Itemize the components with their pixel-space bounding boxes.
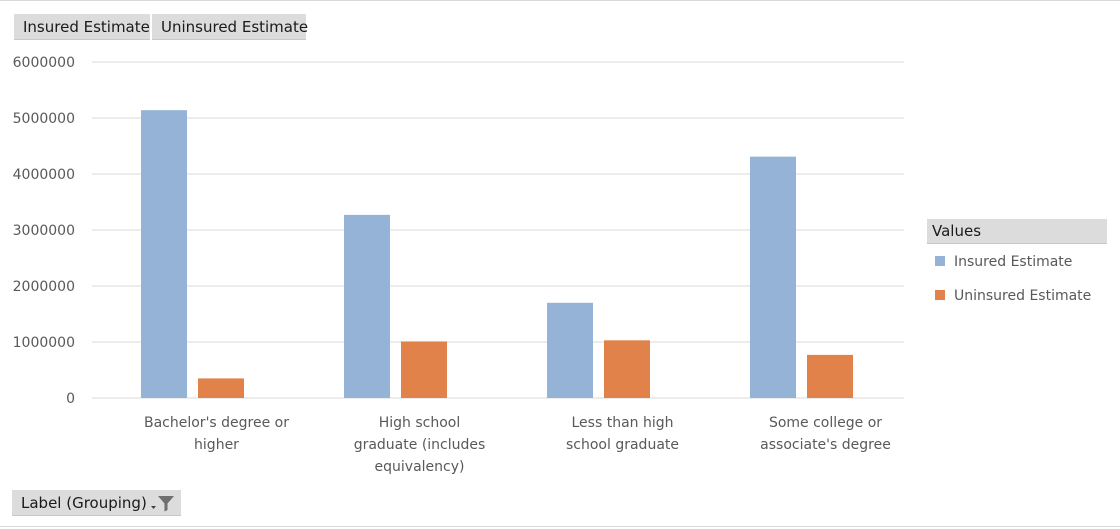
legend: Values Insured Estimate Uninsured Estima… bbox=[927, 219, 1107, 319]
dropdown-arrow-icon bbox=[151, 506, 156, 509]
bar-uninsured[interactable] bbox=[198, 378, 244, 398]
chart-frame-top bbox=[0, 0, 1120, 1]
bar-insured[interactable] bbox=[750, 156, 796, 398]
legend-swatch-insured bbox=[935, 256, 945, 266]
filter-dropdown[interactable] bbox=[148, 493, 176, 513]
legend-item-insured: Insured Estimate bbox=[935, 252, 1072, 272]
field-button-uninsured-estimate[interactable]: Uninsured Estimate bbox=[152, 14, 308, 40]
legend-swatch-uninsured bbox=[935, 290, 945, 300]
bar-insured[interactable] bbox=[141, 110, 187, 398]
filter-funnel-icon bbox=[158, 496, 174, 512]
x-category-label: Bachelor's degree or higher bbox=[144, 415, 289, 453]
y-tick-label: 6000000 bbox=[13, 55, 75, 71]
bar-uninsured[interactable] bbox=[807, 354, 853, 398]
legend-label-uninsured: Uninsured Estimate bbox=[954, 288, 1092, 304]
y-tick-label: 1000000 bbox=[13, 335, 75, 351]
y-tick-label: 0 bbox=[66, 391, 75, 407]
field-button-insured-estimate[interactable]: Insured Estimate bbox=[14, 14, 150, 40]
x-axis-category-labels: Bachelor's degree or higher High school gra… bbox=[144, 415, 891, 475]
bar-uninsured[interactable] bbox=[401, 341, 447, 398]
x-category-label: Some college or associate's degree bbox=[760, 415, 891, 453]
chart-frame-bottom bbox=[0, 526, 1120, 527]
axis-field-button-label-grouping[interactable]: Label (Grouping) bbox=[12, 490, 181, 516]
y-tick-label: 4000000 bbox=[13, 167, 75, 183]
legend-item-uninsured: Uninsured Estimate bbox=[935, 286, 1091, 306]
y-tick-label: 3000000 bbox=[13, 223, 75, 239]
y-axis-tick-labels: 0 1000000 2000000 3000000 4000000 5000000 6000… bbox=[13, 55, 75, 407]
legend-title[interactable]: Values bbox=[927, 219, 1107, 244]
bar-uninsured[interactable] bbox=[604, 340, 650, 398]
bar-insured[interactable] bbox=[547, 302, 593, 398]
y-tick-label: 5000000 bbox=[13, 111, 75, 127]
y-tick-label: 2000000 bbox=[13, 279, 75, 295]
axis-field-label: Label (Grouping) bbox=[21, 494, 147, 512]
x-category-label: High school graduate (includes equivalency… bbox=[354, 415, 486, 475]
legend-label-insured: Insured Estimate bbox=[954, 254, 1073, 270]
x-category-label: Less than high school graduate bbox=[566, 415, 679, 453]
bars bbox=[141, 110, 853, 398]
bar-insured[interactable] bbox=[344, 214, 390, 398]
